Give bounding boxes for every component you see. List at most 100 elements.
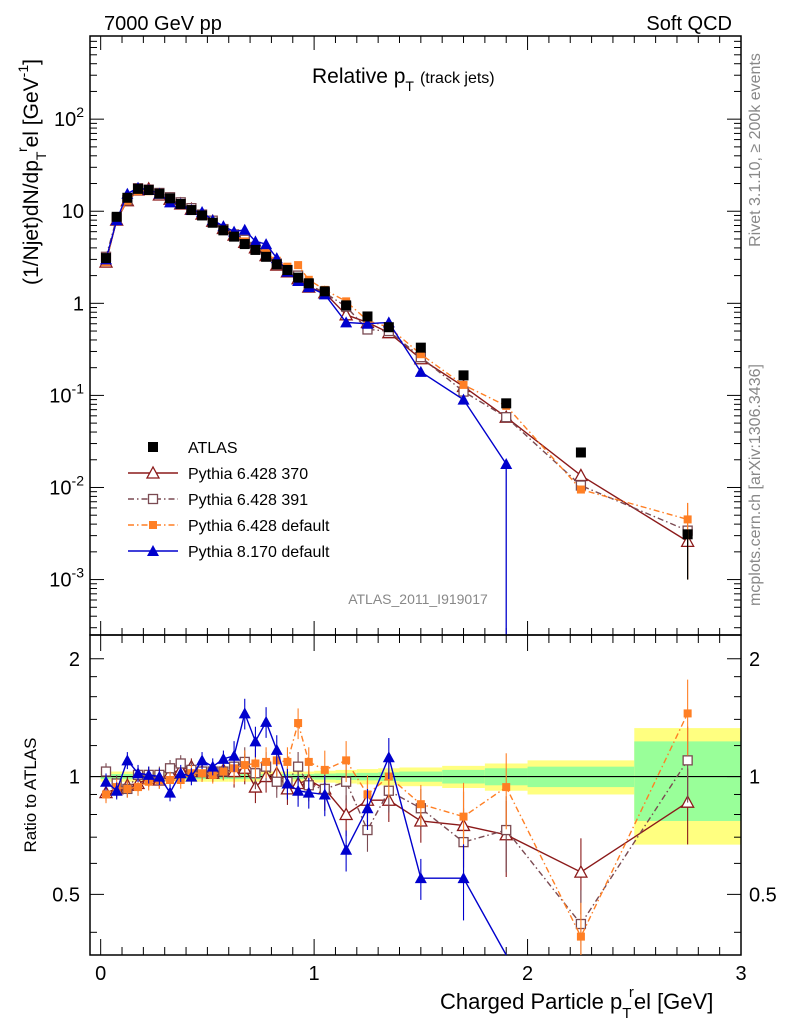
- data-point: [186, 205, 197, 216]
- data-point: [271, 776, 282, 787]
- y-tick-label: 10-3: [49, 565, 84, 592]
- data-point: [502, 783, 511, 792]
- ratio-tick-label-left: 1: [69, 767, 80, 789]
- data-point: [240, 761, 249, 770]
- series-line: [105, 188, 689, 542]
- legend-item-pythia-8-170-default: Pythia 8.170 default: [128, 544, 330, 561]
- lower-axis-ticks: 0.5 0.5 1 1 2 2 0 1 2 3: [52, 635, 777, 985]
- legend-item-pythia-6-428-default: Pythia 6.428 default: [128, 518, 330, 535]
- data-point: [217, 752, 230, 764]
- data-point: [292, 784, 305, 796]
- data-point: [218, 225, 229, 236]
- data-point: [132, 767, 145, 779]
- data-point: [293, 272, 304, 283]
- legend-item-pythia-6-428-391: Pythia 6.428 391: [128, 492, 308, 509]
- data-point: [175, 198, 186, 209]
- data-point: [166, 775, 175, 784]
- legend-label: Pythia 6.428 391: [188, 492, 308, 509]
- legend-marker: [145, 465, 161, 479]
- data-point: [294, 719, 303, 728]
- ratio-tick-label-left: 0.5: [52, 884, 80, 906]
- upper-axis-ticks: 10-3 10-2 10-1 1 10 102: [49, 35, 742, 635]
- y-tick-label: 10-1: [49, 380, 84, 407]
- legend-item-atlas: ATLAS: [148, 440, 238, 457]
- legend-marker: [149, 521, 157, 529]
- data-point: [362, 311, 373, 322]
- legend-marker: [147, 545, 159, 556]
- data-point: [185, 770, 198, 782]
- data-point: [153, 770, 166, 782]
- data-point: [459, 380, 468, 389]
- lower-series-group: [98, 679, 695, 956]
- data-point: [576, 932, 585, 941]
- data-point: [282, 265, 293, 276]
- energy-label: 7000 GeV pp: [104, 13, 222, 35]
- mcplots-label: mcplots.cern.ch [arXiv:1306.3436]: [747, 364, 764, 606]
- x-tick-label: 1: [309, 963, 320, 985]
- data-point: [164, 786, 177, 798]
- data-point: [239, 239, 250, 250]
- legend-label: Pythia 8.170 default: [188, 544, 330, 561]
- data-point: [165, 193, 176, 204]
- data-point: [575, 447, 586, 458]
- data-point: [270, 743, 283, 755]
- data-point: [383, 322, 394, 333]
- upper-ylabel: (1/Njet)dN/dpTrel [GeV-1]: [14, 59, 49, 285]
- data-point: [457, 393, 470, 405]
- analysis-watermark: ATLAS_2011_I919017: [348, 591, 488, 607]
- upper-series-pythia-8-170-default: [100, 181, 513, 469]
- data-point: [283, 757, 292, 766]
- lower-frame-rect: [89, 634, 742, 956]
- data-point: [250, 244, 261, 255]
- data-point: [414, 872, 427, 884]
- data-point: [249, 735, 262, 747]
- lower-series-pythia-8-170-default: [100, 698, 507, 956]
- y-tick-label: 10-2: [49, 472, 84, 499]
- rivet-label: Rivet 3.1.10, ≥ 200k events: [747, 53, 764, 247]
- legend-item-pythia-6-428-370: Pythia 6.428 370: [128, 465, 308, 483]
- data-point: [123, 784, 132, 793]
- data-point: [340, 843, 353, 855]
- ratio-tick-label-right: 2: [749, 649, 760, 671]
- data-point: [207, 217, 218, 228]
- data-point: [458, 370, 469, 381]
- data-point: [361, 317, 374, 329]
- data-point: [134, 783, 143, 792]
- data-point: [318, 788, 331, 800]
- process-label: Soft QCD: [646, 13, 732, 35]
- data-point: [573, 864, 589, 878]
- legend-marker: [148, 442, 158, 452]
- data-point: [414, 365, 427, 377]
- upper-series-atlas: [101, 183, 693, 540]
- y-tick-label: 10: [62, 201, 84, 223]
- data-point: [341, 300, 352, 311]
- data-point: [219, 767, 228, 776]
- data-point: [228, 749, 241, 761]
- data-point: [197, 210, 208, 221]
- data-point: [416, 350, 425, 359]
- data-point: [415, 342, 426, 353]
- data-point: [262, 757, 271, 766]
- data-point: [303, 278, 314, 289]
- series-line: [105, 713, 689, 939]
- data-point: [196, 754, 209, 766]
- lower-ylabel: Ratio to ATLAS: [21, 738, 40, 853]
- data-point: [111, 211, 122, 222]
- legend: ATLAS Pythia 6.428 370 Pythia 6.428 391 Pyt…: [128, 440, 330, 561]
- upper-series-group: [98, 181, 695, 635]
- x-axis-label: Charged Particle pTrel [GeV]: [440, 984, 713, 1022]
- legend-label: Pythia 6.428 370: [188, 466, 308, 483]
- data-point: [102, 790, 111, 799]
- plot-title: Relative pT (track jets): [312, 65, 495, 94]
- ratio-tick-label-right: 0.5: [749, 884, 777, 906]
- data-point: [304, 757, 313, 766]
- data-point: [459, 812, 468, 821]
- data-point: [260, 715, 273, 727]
- data-point: [416, 800, 425, 809]
- legend-label: Pythia 6.428 default: [188, 518, 330, 535]
- data-point: [573, 468, 589, 482]
- lower-series-pythia-6-428-default: [102, 679, 692, 955]
- data-point: [340, 316, 353, 328]
- data-point: [238, 223, 251, 235]
- data-point: [342, 756, 351, 765]
